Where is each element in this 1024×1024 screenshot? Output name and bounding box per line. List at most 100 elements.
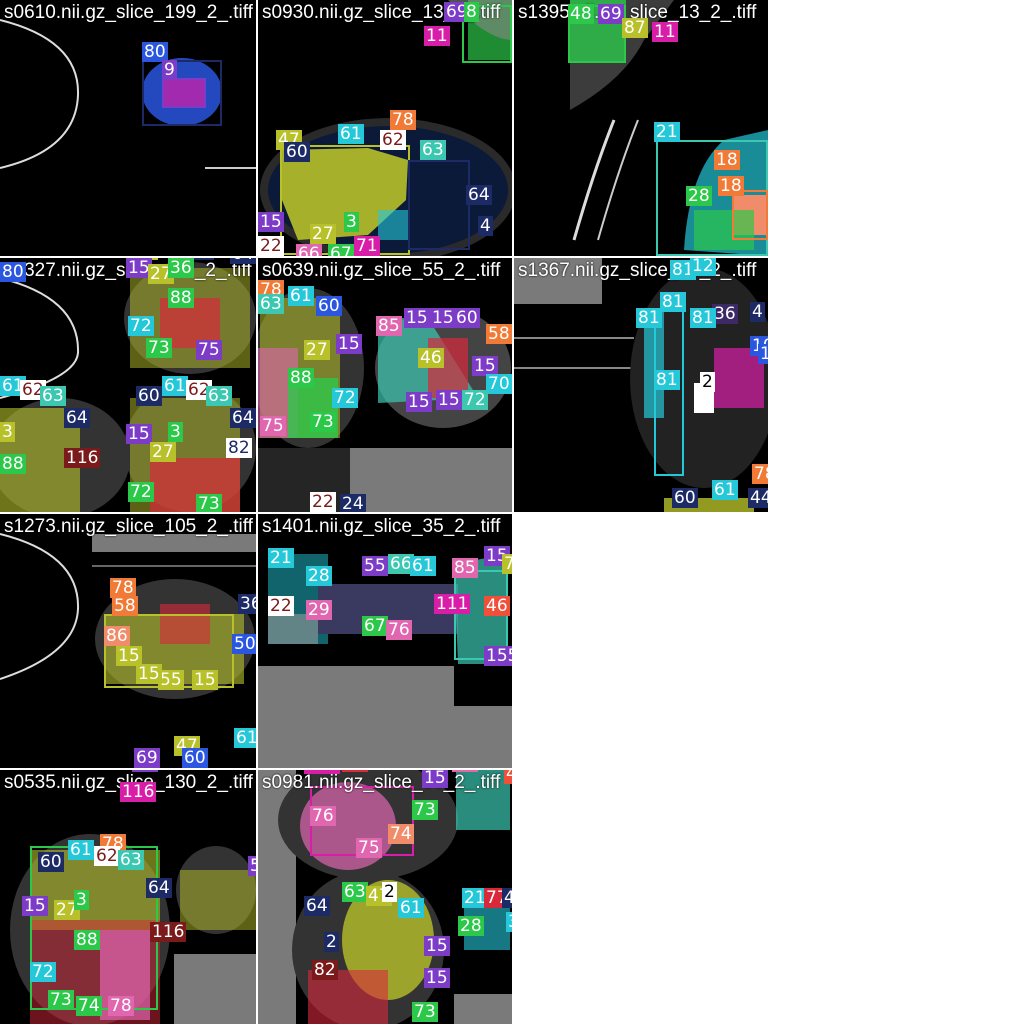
seg-label: 9 — [162, 60, 177, 80]
seg-label: 17 — [342, 770, 368, 772]
tile-title: s0639.nii.gz_slice_55_2_.tiff — [262, 260, 501, 281]
seg-label: 69 — [444, 2, 470, 22]
tile-title: s0930.nii.gz_slice_13_2_.tiff — [262, 2, 501, 23]
bounding-box — [408, 160, 470, 250]
seg-label: 61 — [162, 376, 188, 396]
seg-label: 15 — [424, 968, 450, 988]
seg-label: 63 — [258, 294, 284, 314]
seg-label: 71 — [354, 236, 380, 256]
seg-label: 8 — [464, 2, 479, 22]
seg-label: 28 — [458, 916, 484, 936]
seg-label: 60 — [182, 748, 208, 768]
seg-label: 48 — [568, 4, 594, 24]
seg-label: 73 — [412, 800, 438, 820]
seg-label: 28 — [306, 566, 332, 586]
seg-label: 15 — [22, 896, 48, 916]
ct-slice-image — [514, 258, 768, 512]
seg-label: 27 — [54, 900, 80, 920]
ct-slice-image — [260, 0, 512, 256]
seg-label: 64 — [230, 408, 256, 428]
seg-label: 61 — [712, 480, 738, 500]
seg-label: 86 — [104, 626, 130, 646]
seg-label: 63 — [206, 386, 232, 406]
scan-tile: 116 17 85 46 15 73 76 74 75 64 63 47 2 6… — [258, 770, 512, 1024]
seg-label: 4 — [750, 302, 765, 322]
scan-tile: 80 9 s0610.nii.gz_slice_199_2_.tiff — [0, 0, 256, 256]
seg-label: 73 — [146, 338, 172, 358]
seg-label: 15 — [126, 258, 152, 278]
seg-label: 78 — [108, 996, 134, 1016]
bounding-box — [142, 60, 222, 126]
seg-label: 69 — [134, 748, 160, 768]
seg-label: 82 — [226, 438, 252, 458]
seg-label: 78 — [752, 464, 768, 484]
seg-label: 4 — [478, 216, 493, 236]
tile-title: s1401.nii.gz_slice_35_2_.tiff — [262, 516, 501, 537]
seg-label: 81 — [654, 370, 680, 390]
seg-label: 80 — [142, 42, 168, 62]
seg-label: 21 — [654, 122, 680, 142]
bounding-box — [162, 78, 206, 108]
seg-label: 58 — [112, 596, 138, 616]
tile-title: s0981.nii.gz_slice_88_2_.tiff — [262, 772, 501, 793]
seg-label: 81 — [670, 260, 696, 280]
seg-label: 87 — [622, 18, 648, 38]
seg-label: 62 — [186, 380, 212, 400]
seg-label: 64 — [64, 408, 90, 428]
seg-label: 62 — [20, 380, 46, 400]
seg-label: 70 — [486, 374, 512, 394]
seg-label: 3 — [0, 422, 15, 442]
seg-label: 28 — [686, 186, 712, 206]
seg-label: 61 — [288, 286, 314, 306]
seg-label: 73 — [196, 494, 222, 512]
seg-label: 15 — [406, 392, 432, 412]
scan-tile: 81 12 81 81 36 4 81 100 190 81 2 61 78 6… — [514, 258, 768, 512]
seg-label: 76 — [386, 620, 412, 640]
seg-label: 44 — [748, 488, 768, 508]
seg-label: 22 — [268, 596, 294, 616]
seg-label: 46 — [484, 596, 510, 616]
seg-label: 22 — [258, 236, 284, 256]
seg-label: 116 — [120, 782, 157, 802]
seg-label: 64 — [304, 896, 330, 916]
seg-label: 66 — [388, 554, 414, 574]
seg-label: 15 — [430, 308, 456, 328]
seg-label: 72 — [128, 316, 154, 336]
seg-label: 27 — [310, 224, 336, 244]
seg-label: 15 — [424, 936, 450, 956]
tile-title: s1367.nii.gz_slice_13_2_.tiff — [518, 260, 757, 281]
seg-label: 62 — [380, 130, 406, 150]
seg-label: 72 — [462, 390, 488, 410]
seg-label: 111 — [434, 594, 471, 614]
seg-label: 2 — [700, 372, 715, 392]
seg-label: 18 — [714, 150, 740, 170]
seg-label: 61 — [0, 376, 26, 396]
seg-label: 36 — [168, 258, 194, 278]
seg-label: 78 — [110, 578, 136, 598]
seg-label: 61 — [410, 556, 436, 576]
seg-label: 80 — [0, 262, 26, 282]
seg-label: 60 — [136, 386, 162, 406]
seg-label: 88 — [168, 288, 194, 308]
seg-label: 64 — [146, 878, 172, 898]
seg-label: 64 — [466, 185, 492, 205]
seg-label: 55 — [362, 556, 388, 576]
seg-label: 55 — [158, 670, 184, 690]
seg-label: 69 — [132, 770, 158, 772]
seg-label: 15 — [436, 390, 462, 410]
seg-label: 88 — [288, 368, 314, 388]
seg-label: 11 — [652, 22, 678, 42]
seg-label: 15 — [422, 770, 448, 788]
seg-label: 75 — [356, 838, 382, 858]
seg-label: 82 — [312, 960, 338, 980]
seg-label: 2 — [382, 882, 397, 902]
seg-label: 78 — [390, 110, 416, 130]
bounding-box — [462, 5, 512, 63]
seg-label: 155 — [484, 646, 512, 666]
seg-label: 81 — [636, 308, 662, 328]
seg-label: 69 — [598, 4, 624, 24]
seg-label: 5 — [248, 856, 256, 876]
seg-label: 36 — [238, 594, 256, 614]
seg-label: 73 — [48, 990, 74, 1010]
seg-label: 46 — [504, 770, 512, 784]
